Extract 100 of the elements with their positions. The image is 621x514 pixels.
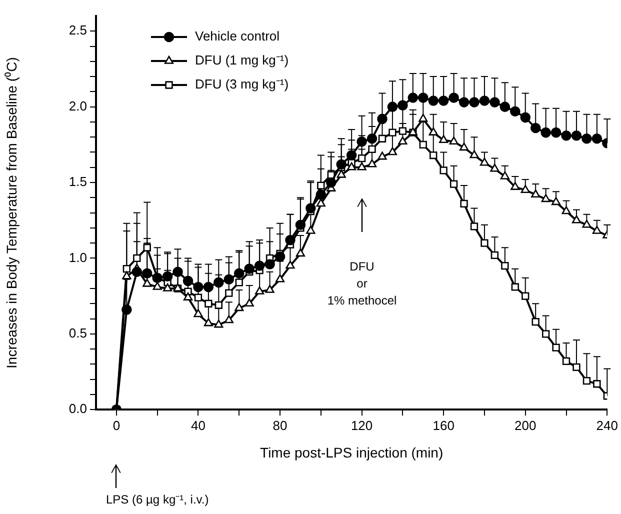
point bbox=[142, 268, 152, 279]
point bbox=[193, 282, 204, 292]
point bbox=[500, 171, 510, 180]
x-tick-label: 80 bbox=[272, 418, 288, 433]
point bbox=[572, 215, 582, 224]
point bbox=[183, 292, 193, 300]
point bbox=[470, 150, 479, 158]
point bbox=[306, 203, 316, 214]
point bbox=[540, 127, 551, 138]
point bbox=[500, 102, 510, 112]
point bbox=[143, 244, 151, 252]
point bbox=[470, 222, 478, 230]
point bbox=[378, 134, 386, 142]
point bbox=[235, 278, 243, 286]
point bbox=[572, 363, 580, 372]
point bbox=[225, 289, 233, 297]
point bbox=[479, 96, 490, 106]
point bbox=[224, 315, 234, 324]
point bbox=[542, 330, 550, 338]
y-tick-label: 1.0 bbox=[68, 250, 87, 265]
point bbox=[398, 100, 408, 110]
point bbox=[460, 200, 468, 208]
point bbox=[234, 303, 244, 312]
point bbox=[541, 194, 550, 202]
point bbox=[378, 152, 387, 160]
point bbox=[571, 130, 582, 141]
point bbox=[357, 162, 366, 170]
point bbox=[552, 344, 560, 352]
point bbox=[172, 266, 183, 277]
point bbox=[122, 271, 132, 280]
point bbox=[418, 114, 428, 122]
point bbox=[458, 97, 470, 108]
point bbox=[346, 150, 357, 160]
point bbox=[439, 134, 448, 144]
y-tick-label: 0.5 bbox=[68, 325, 87, 340]
point bbox=[520, 112, 531, 123]
x-tick-label: 200 bbox=[514, 418, 536, 433]
point bbox=[459, 142, 469, 151]
point bbox=[316, 189, 326, 200]
point bbox=[265, 284, 274, 293]
point bbox=[408, 92, 418, 103]
point bbox=[418, 92, 428, 103]
x-tick-label: 160 bbox=[432, 418, 454, 433]
point bbox=[377, 114, 388, 124]
point bbox=[388, 128, 396, 136]
point bbox=[510, 182, 520, 190]
point bbox=[511, 283, 519, 291]
annotation: DFU or 1% methocel bbox=[327, 259, 397, 308]
point bbox=[133, 254, 141, 262]
x-tick-label: 40 bbox=[190, 418, 206, 433]
point bbox=[214, 301, 223, 309]
point bbox=[286, 260, 295, 269]
point bbox=[316, 198, 326, 207]
y-tick-label: 1.5 bbox=[68, 174, 87, 190]
legend-label: DFU (3 mg kg⁻¹) bbox=[195, 76, 289, 92]
point bbox=[234, 268, 244, 279]
point bbox=[142, 278, 152, 287]
point bbox=[244, 298, 254, 307]
point bbox=[194, 294, 202, 302]
point bbox=[480, 158, 490, 166]
y-tick-label: 2.5 bbox=[68, 22, 87, 38]
point bbox=[356, 136, 367, 147]
point bbox=[398, 136, 408, 145]
x-axis-title: Time post-LPS injection (min) bbox=[260, 444, 444, 460]
point bbox=[428, 127, 438, 136]
point bbox=[336, 170, 346, 178]
point bbox=[531, 189, 540, 198]
point bbox=[366, 133, 378, 144]
x-tick-label: 240 bbox=[596, 418, 618, 433]
point bbox=[501, 262, 509, 270]
point bbox=[163, 283, 172, 292]
point bbox=[296, 248, 306, 257]
point bbox=[203, 282, 214, 292]
point bbox=[194, 309, 203, 318]
y-tick-label: 0.0 bbox=[68, 401, 87, 416]
point bbox=[326, 177, 336, 188]
point bbox=[449, 136, 458, 145]
point bbox=[582, 377, 591, 385]
point bbox=[275, 274, 285, 282]
point bbox=[204, 318, 213, 326]
point bbox=[532, 318, 540, 326]
point bbox=[430, 151, 438, 160]
point bbox=[490, 251, 499, 260]
point bbox=[368, 145, 376, 154]
point bbox=[592, 133, 602, 144]
point bbox=[520, 184, 530, 193]
point bbox=[214, 277, 224, 288]
legend-label: DFU (1 mg kg⁻¹) bbox=[195, 52, 289, 68]
y-tick-label: 2.0 bbox=[68, 98, 87, 114]
point bbox=[593, 380, 601, 388]
point bbox=[438, 96, 449, 106]
point bbox=[264, 259, 275, 270]
point bbox=[295, 220, 306, 230]
point bbox=[367, 159, 377, 168]
point bbox=[582, 220, 592, 228]
point bbox=[358, 154, 366, 162]
legend-label: Vehicle control bbox=[195, 28, 280, 44]
x-tick-label: 120 bbox=[350, 418, 373, 433]
point bbox=[561, 130, 572, 141]
y-axis-title: Increases in Body Temperature from Baseline (⁰C) bbox=[3, 57, 20, 368]
